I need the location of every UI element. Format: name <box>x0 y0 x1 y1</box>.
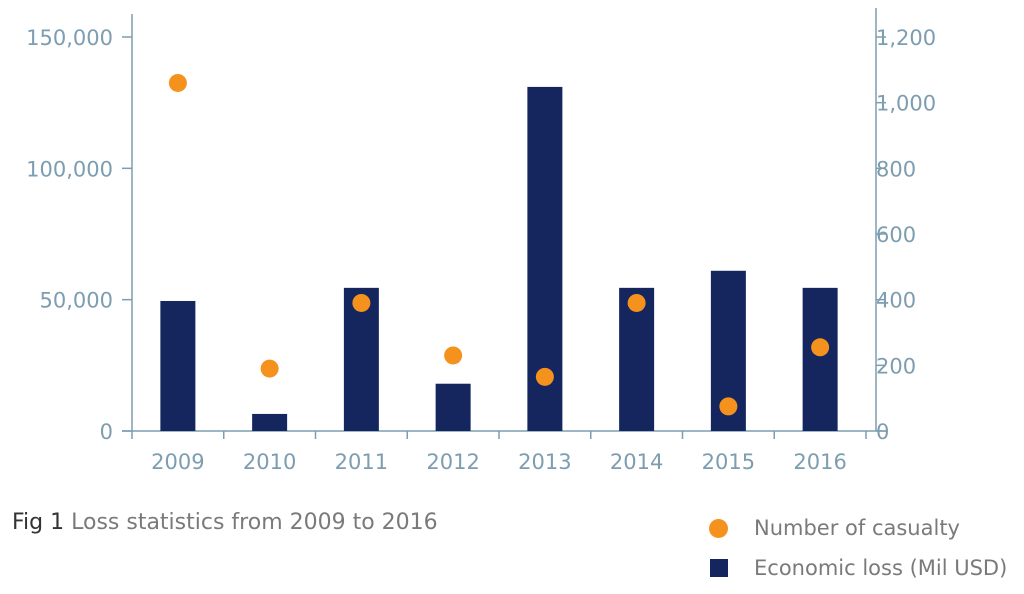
legend-swatch-casualty <box>709 518 728 538</box>
x-tick-label: 2010 <box>243 450 296 474</box>
chart-tick-labels: 0 50,000 100,000 150,000 0 200 400 600 800 1,000 1… <box>26 26 936 474</box>
y-left-tick-label: 100,000 <box>26 157 113 181</box>
casualty-point <box>719 397 738 416</box>
y-right-tick-label: 0 <box>876 420 889 444</box>
x-tick-label: 2011 <box>335 450 388 474</box>
x-tick-label: 2015 <box>702 450 755 474</box>
x-tick-label: 2012 <box>426 450 479 474</box>
casualty-point <box>627 293 646 312</box>
figure-caption: Fig 1 Loss statistics from 2009 to 2016 <box>12 510 438 535</box>
economic-loss-bar <box>160 300 196 431</box>
y-right-tick-label: 400 <box>876 289 916 313</box>
y-right-tick-label: 1,000 <box>876 92 936 116</box>
y-left-tick-label: 0 <box>100 420 113 444</box>
y-left-tick-label: 150,000 <box>26 26 113 50</box>
economic-loss-bars <box>160 86 838 431</box>
legend-item-casualty: Number of casualty <box>708 508 1018 548</box>
y-right-tick-label: 600 <box>876 223 916 247</box>
y-left-tick-label: 50,000 <box>40 289 113 313</box>
economic-loss-bar <box>802 287 838 431</box>
combo-chart: 0 50,000 100,000 150,000 0 200 400 600 800 1,000 1… <box>26 8 936 474</box>
legend-swatch-economic-loss <box>710 559 728 577</box>
economic-loss-bar <box>252 413 288 431</box>
figure-caption-text: Loss statistics from 2009 to 2016 <box>64 510 438 535</box>
casualty-point <box>444 346 463 365</box>
chart-legend: Number of casualty Economic loss (Mil US… <box>708 508 1018 588</box>
casualty-point <box>168 73 187 92</box>
y-right-tick-label: 1,200 <box>876 26 936 50</box>
casualty-point <box>535 367 554 386</box>
y-right-tick-label: 200 <box>876 354 916 378</box>
casualty-point <box>352 293 371 312</box>
casualty-point <box>811 338 830 357</box>
legend-label-casualty: Number of casualty <box>754 516 960 540</box>
casualty-points <box>168 73 830 416</box>
x-tick-label: 2009 <box>151 450 204 474</box>
economic-loss-bar <box>435 383 471 431</box>
figure-number: Fig 1 <box>12 510 65 535</box>
casualty-point <box>260 359 279 378</box>
legend-label-economic-loss: Economic loss (Mil USD) <box>754 556 1008 580</box>
x-tick-label: 2016 <box>793 450 846 474</box>
x-tick-label: 2014 <box>610 450 663 474</box>
legend-item-economic-loss: Economic loss (Mil USD) <box>708 548 1018 588</box>
chart-axes <box>122 8 886 439</box>
x-tick-label: 2013 <box>518 450 571 474</box>
y-right-tick-label: 800 <box>876 157 916 181</box>
